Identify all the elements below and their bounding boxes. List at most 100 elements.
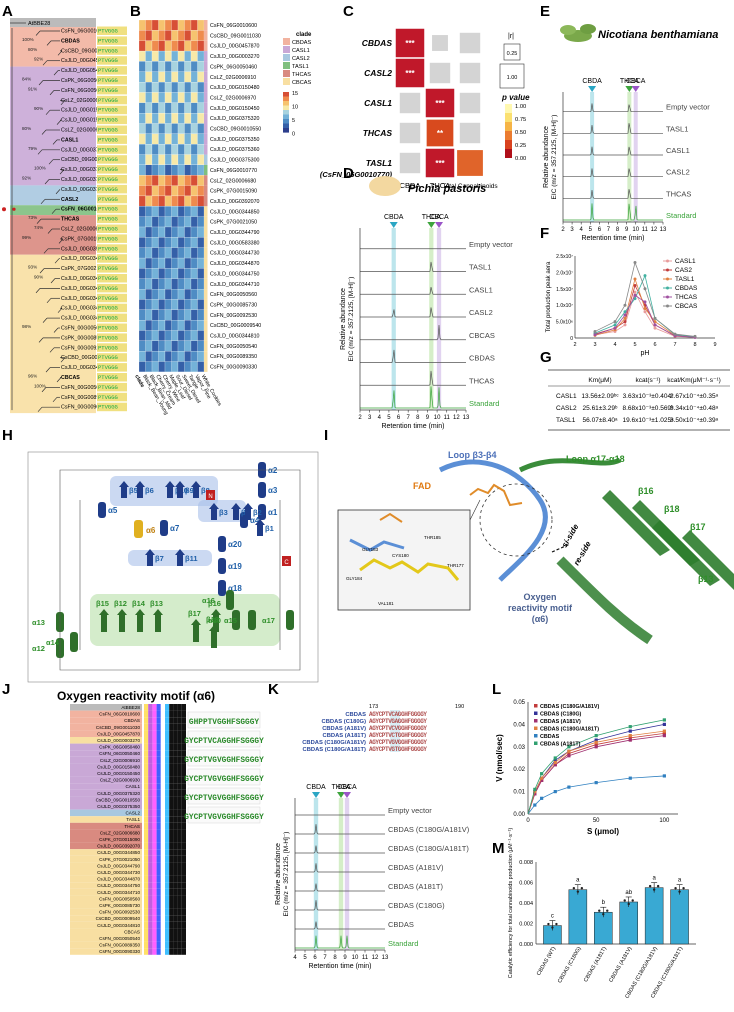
alignment-residue-cell [165,710,170,718]
alignment-residue-cell [177,895,182,902]
alignment-end-position: 190 [455,704,464,710]
heatmap-cell [138,154,146,166]
heatmap-cell [171,195,179,207]
x-tick-label: 7 [323,955,327,961]
tree-leaf-label: CsFN_00G0092530 [61,345,108,351]
heatmap-cell [164,247,172,259]
heatmap-cell [138,340,146,352]
alignment-residue-cell [177,862,182,869]
alignment-residue-cell [169,743,174,751]
alignment-residue-cell [152,717,157,724]
c-terminus-box [282,556,291,566]
series-point [567,785,571,789]
alignment-residue-cell [173,869,178,876]
heatmap-cell [177,71,185,83]
heatmap-clade-strip [204,133,208,145]
alignment-residue-cell [165,888,170,896]
heatmap-legend-label: CBCAS [292,80,312,86]
motif-cell [97,204,127,214]
alignment-residue-cell [152,862,157,869]
alignment-residue-cell [169,803,174,810]
heatmap-cell [145,299,153,310]
heatmap-cell [190,71,198,83]
heatmap-cell [138,19,146,31]
x-tick-label: 11 [444,415,451,421]
alpha6-sticks [359,558,460,581]
heatmap-scale-step [283,96,289,102]
alignment-residue-cell [181,822,186,830]
heatmap-cell [138,81,146,93]
residue-label: THR177 [447,563,464,568]
heatmap-cell [158,154,166,166]
alignment-residue-cell [173,796,178,803]
panel-g-kinetics-table: G Km(μM) kcat(s⁻¹) kcat/Km(μM⁻¹·s⁻¹)CASL1 1… [540,349,730,431]
heatmap-cell [151,19,159,31]
alignment-residue-cell [177,796,182,803]
heatmap-cell [184,144,192,155]
alignment-name-bg [70,723,142,731]
heatmap-cell [190,195,198,207]
heatmap-cell [171,102,179,114]
heatmap-cell [197,299,205,310]
correlation-column-label: Total Cannabinoids [442,183,498,190]
table-cell: TASL1 [556,417,576,424]
beta13-label: β13 [698,574,714,584]
alignment-residue-cell [181,717,186,724]
alignment-residue-cell [152,941,157,949]
trace-label: CBDAS (C180G) [388,901,445,910]
alignment-residue-cell [144,928,149,935]
tree-leaf-label: CsCBD_09G0010550 [61,157,112,163]
significance-letter: ab [625,890,632,896]
data-point [623,899,626,902]
data-point [602,913,605,916]
compound-band [436,228,442,410]
heatmap-cell [197,340,205,352]
x-tick-label: 12 [651,227,658,233]
heatmap-clade-strip [204,195,208,207]
tree-leaf-label: CsPK_07G0015090 [61,236,108,242]
beta-sheet-strand [602,490,670,556]
heatmap-cell [145,195,153,207]
heatmap-clade-strip [204,51,208,62]
heatmap-cell [184,351,192,362]
series-point [594,781,598,785]
heatmap-cell [145,123,153,134]
alignment-residue-cell [165,704,170,711]
heatmap-cell [184,278,192,290]
alignment-residue-cell [160,816,165,823]
alignment-residue-cell [152,822,157,830]
correlation-p-scale-step [505,140,512,149]
alignment-residue-cell [144,717,149,724]
heatmap-cell [151,237,159,248]
y-axis-label-2: EIC (m/z = 357.2125, [M-H]⁻) [283,832,290,917]
helix-label: α6 [146,526,156,535]
alignment-name-bg [70,704,142,711]
motif-text: PTVGGG [98,57,118,64]
alignment-residue-cell [169,862,174,869]
alignment-name-bg [70,875,142,883]
internal-branch [57,50,63,56]
alignment-residue-cell [169,895,174,902]
heatmap-cell [171,40,179,52]
legend-marker [666,259,669,263]
x-tick-label: 2 [573,342,576,348]
alignment-residue-cell [181,862,186,869]
series-point [623,313,627,317]
series-point [628,734,632,738]
heatmap-cell [164,154,172,166]
alignment-residue-cell [173,763,178,770]
alignment-residue-cell [144,855,149,863]
heatmap-cell [171,30,179,41]
alignment-name-bg [70,948,142,955]
heatmap-cell [190,206,198,217]
strand-shape [255,519,265,536]
x-tick-label: 9 [625,227,629,233]
alignment-residue-cell [181,816,186,823]
alignment-residue-cell [177,783,182,790]
y-tick-label: 0.004 [519,901,533,907]
alignment-residue-cell [173,710,178,718]
alignment-residue-cell [181,882,186,889]
alignment-name-bg [70,796,142,803]
series-point [628,738,632,742]
inset-connector [469,499,481,521]
